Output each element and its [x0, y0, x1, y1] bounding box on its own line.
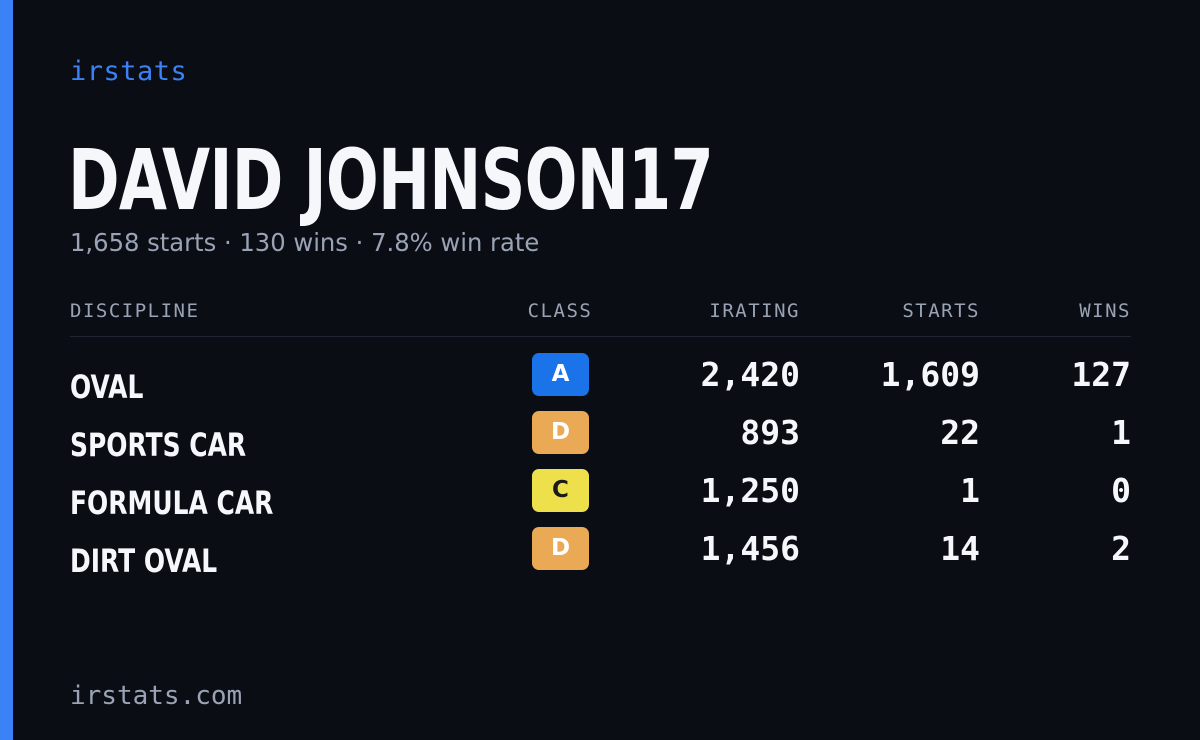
table-row: DIRT OVAL D 1,456 14 2 — [70, 527, 1131, 585]
table-row: OVAL A 2,420 1,609 127 — [70, 353, 1131, 411]
class-badge: A — [532, 353, 589, 396]
driver-name: DAVID JOHNSON17 — [68, 131, 714, 229]
header-class: CLASS — [527, 300, 593, 322]
stats-table: DISCIPLINE CLASS IRATING STARTS WINS OVA… — [70, 296, 1131, 585]
irating-value: 1,250 — [700, 471, 800, 510]
wins-value: 2 — [1111, 529, 1131, 568]
starts-value: 22 — [940, 413, 980, 452]
starts-value: 14 — [940, 529, 980, 568]
starts-value: 1 — [960, 471, 980, 510]
header-wins: WINS — [1079, 300, 1131, 322]
class-badge: D — [532, 527, 589, 570]
discipline-name: DIRT OVAL — [70, 542, 218, 580]
class-badge: C — [532, 469, 589, 512]
table-row: SPORTS CAR D 893 22 1 — [70, 411, 1131, 469]
header-irating: IRATING — [709, 300, 800, 322]
table-body: OVAL A 2,420 1,609 127 SPORTS CAR D 893 … — [70, 337, 1131, 585]
irating-value: 2,420 — [700, 355, 800, 394]
irating-value: 1,456 — [700, 529, 800, 568]
header-starts: STARTS — [902, 300, 980, 322]
discipline-name: OVAL — [70, 368, 144, 406]
wins-value: 127 — [1071, 355, 1131, 394]
header-discipline: DISCIPLINE — [70, 300, 200, 322]
footer-domain: irstats.com — [70, 681, 243, 711]
accent-bar — [0, 0, 13, 740]
starts-value: 1,609 — [880, 355, 980, 394]
wins-value: 1 — [1111, 413, 1131, 452]
discipline-name: FORMULA CAR — [70, 484, 274, 522]
class-badge: D — [532, 411, 589, 454]
table-row: FORMULA CAR C 1,250 1 0 — [70, 469, 1131, 527]
table-header: DISCIPLINE CLASS IRATING STARTS WINS — [70, 296, 1131, 337]
wins-value: 0 — [1111, 471, 1131, 510]
driver-summary: 1,658 starts · 130 wins · 7.8% win rate — [70, 228, 540, 257]
brand-logo-text: irstats — [70, 56, 188, 87]
irating-value: 893 — [740, 413, 800, 452]
discipline-name: SPORTS CAR — [70, 426, 247, 464]
